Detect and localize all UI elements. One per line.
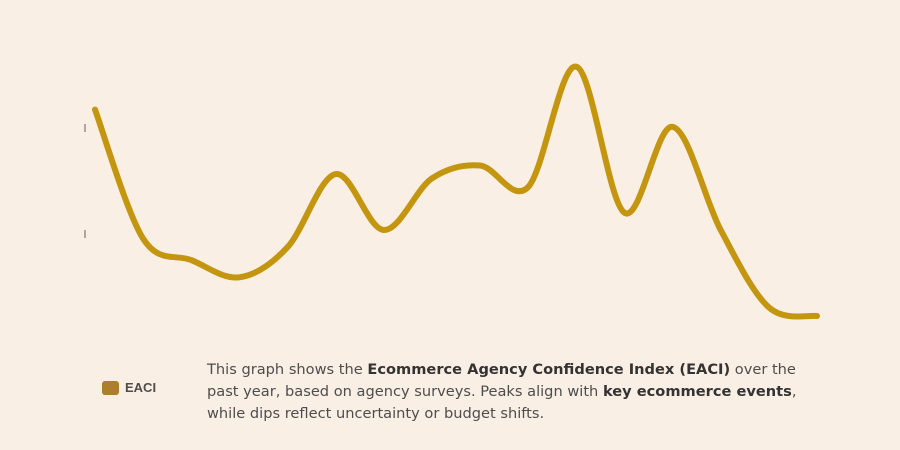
caption-text-2: over the past year, based on agency surv…: [207, 361, 796, 400]
legend-label-eaci: EACI: [125, 380, 157, 395]
legend: EACI: [102, 380, 156, 395]
chart-caption: This graph shows the Ecommerce Agency Co…: [207, 359, 817, 425]
caption-text-3: , while dips reflect uncertainty or budg…: [207, 383, 797, 422]
caption-bold-index-name: Ecommerce Agency Confidence Index (EACI): [367, 361, 731, 378]
legend-swatch-eaci: [102, 380, 119, 395]
eaci-line-chart: January 2024April 2024July 2024October 2…: [84, 63, 820, 320]
caption-bold-key-events: key ecommerce events: [602, 383, 792, 400]
caption-text-1: This graph shows the: [207, 361, 368, 378]
series-line-eaci: [92, 63, 820, 320]
